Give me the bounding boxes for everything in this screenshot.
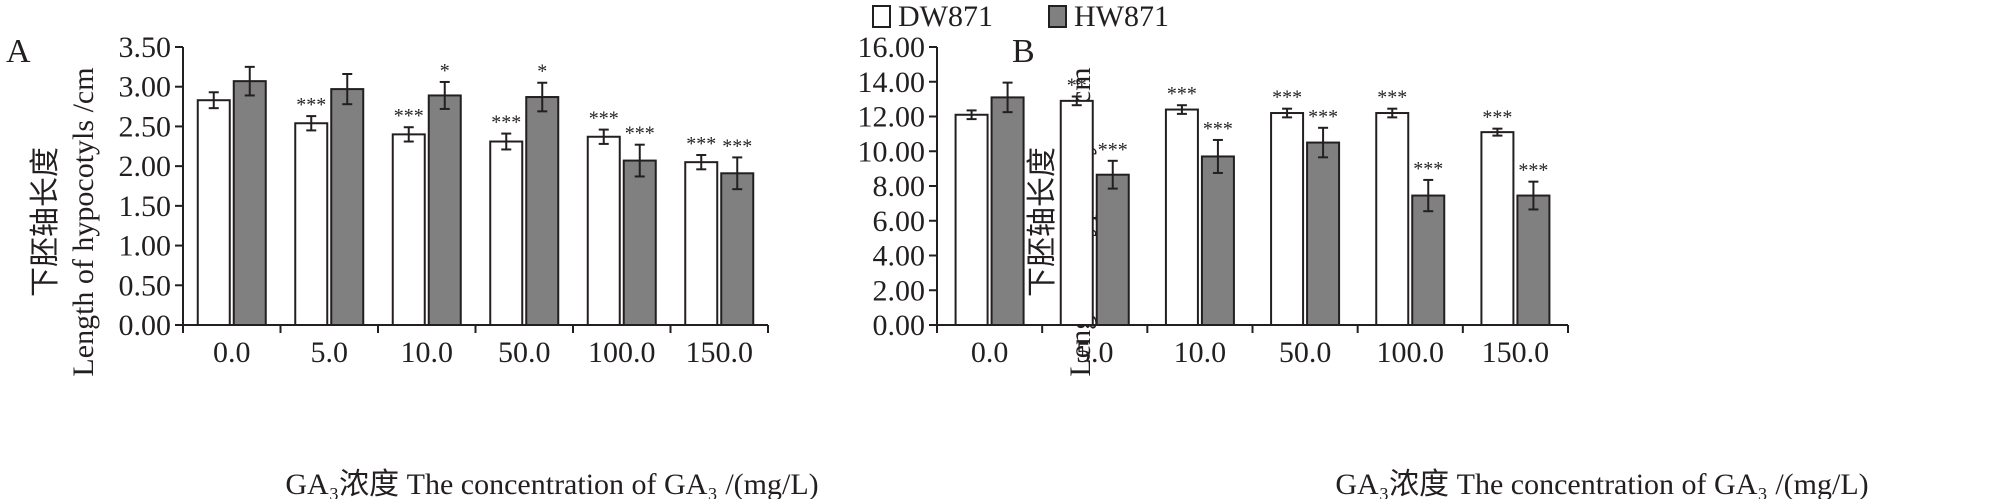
significance-label-a: *** bbox=[394, 105, 424, 127]
x-tick-label-b: 100.0 bbox=[1377, 336, 1445, 369]
x-tick-label-a: 10.0 bbox=[401, 336, 454, 369]
x-axis-title-b: GA₃浓度 The concentration of GA₃ /(mg/L) bbox=[1335, 468, 1868, 499]
bar-hw871-a bbox=[525, 96, 560, 327]
significance-label-a: *** bbox=[491, 112, 521, 134]
x-tick-label-a: 0.0 bbox=[213, 336, 251, 369]
x-tick-label-b: 150.0 bbox=[1482, 336, 1550, 369]
legend-label-hw871: HW871 bbox=[1074, 0, 1169, 33]
significance-label-a: *** bbox=[296, 94, 326, 116]
legend-label-dw871: DW871 bbox=[898, 0, 993, 33]
y-tick-label-b: 6.00 bbox=[873, 205, 926, 238]
y-tick-label-b: 12.00 bbox=[858, 101, 926, 134]
bar-dw871-b bbox=[1270, 112, 1305, 327]
y-tick-label-b: 2.00 bbox=[873, 274, 926, 307]
x-tick-label-a: 5.0 bbox=[311, 336, 349, 369]
significance-label-a: * bbox=[537, 61, 547, 83]
y-tick-label-b: 10.00 bbox=[858, 135, 926, 168]
bar-hw871-a bbox=[232, 80, 267, 327]
y-tick-label-b: 4.00 bbox=[873, 240, 926, 273]
x-tick-label-a: 100.0 bbox=[588, 336, 656, 369]
significance-label-b: *** bbox=[1272, 87, 1302, 109]
significance-label-b: *** bbox=[1377, 87, 1407, 109]
x-tick-label-b: 0.0 bbox=[971, 336, 1009, 369]
bar-dw871-b bbox=[954, 113, 989, 326]
y-axis-title-cn-a: 下胚轴长度 bbox=[29, 147, 62, 297]
bar-hw871-a bbox=[427, 94, 462, 326]
y-tick-label-a: 2.00 bbox=[119, 150, 172, 183]
x-tick-label-b: 50.0 bbox=[1279, 336, 1332, 369]
significance-label-b: *** bbox=[1518, 160, 1548, 182]
significance-label-a: *** bbox=[589, 108, 619, 130]
legend: DW871 HW871 bbox=[872, 0, 1169, 33]
legend-swatch-dw871 bbox=[872, 5, 891, 28]
y-axis-title-a: 下胚轴长度 Length of hypocotyls /cm bbox=[29, 67, 100, 376]
bar-dw871-a bbox=[196, 99, 231, 326]
bar-hw871-b bbox=[990, 96, 1025, 326]
significance-label-b: *** bbox=[1413, 158, 1443, 180]
bar-dw871-b bbox=[1375, 112, 1410, 327]
bar-hw871-a bbox=[720, 172, 755, 326]
y-tick-label-b: 16.00 bbox=[858, 31, 926, 64]
significance-label-b: ** bbox=[1067, 75, 1087, 97]
panel-label-b: B bbox=[1012, 33, 1035, 70]
y-tick-label-a: 1.00 bbox=[119, 230, 172, 263]
y-tick-label-a: 1.50 bbox=[119, 190, 172, 223]
x-axis-title-a: GA₃浓度 The concentration of GA₃ /(mg/L) bbox=[285, 468, 818, 499]
significance-label-a: * bbox=[440, 60, 450, 82]
y-tick-label-a: 0.50 bbox=[119, 269, 172, 302]
y-axis-title-cn-b: 下胚轴长度 bbox=[1026, 147, 1059, 297]
y-tick-label-a: 3.50 bbox=[119, 31, 172, 64]
x-tick-label-a: 150.0 bbox=[686, 336, 754, 369]
bar-dw871-a bbox=[391, 133, 426, 326]
bar-hw871-b bbox=[1095, 173, 1130, 326]
y-tick-label-b: 14.00 bbox=[858, 66, 926, 99]
bar-hw871-b bbox=[1411, 194, 1446, 326]
y-tick-label-a: 2.50 bbox=[119, 110, 172, 143]
bar-hw871-b bbox=[1516, 194, 1551, 326]
significance-label-a: *** bbox=[686, 133, 716, 155]
legend-swatch-hw871 bbox=[1048, 5, 1067, 28]
bar-dw871-a bbox=[684, 161, 719, 326]
bar-dw871-b bbox=[1480, 131, 1515, 326]
bar-hw871-b bbox=[1306, 141, 1341, 326]
x-tick-label-b: 5.0 bbox=[1076, 336, 1114, 369]
panel-a: A 下胚轴长度 Length of hypocotyls /cm 0.00 0.5… bbox=[6, 31, 819, 499]
panel-b: B 下胚轴长度 Length of hypocotyls /cm 0.002.0… bbox=[858, 31, 1869, 499]
bar-dw871-a bbox=[489, 140, 524, 326]
significance-label-b: *** bbox=[1098, 139, 1128, 161]
bar-dw871-a bbox=[586, 135, 621, 326]
y-tick-label-a: 0.00 bbox=[119, 309, 172, 342]
significance-label-b: *** bbox=[1308, 106, 1338, 128]
y-tick-label-b: 8.00 bbox=[873, 170, 926, 203]
significance-label-b: *** bbox=[1482, 107, 1512, 129]
panel-label-a: A bbox=[6, 33, 31, 70]
significance-label-b: *** bbox=[1167, 83, 1197, 105]
y-tick-label-a: 3.00 bbox=[119, 71, 172, 104]
bar-hw871-b bbox=[1200, 155, 1235, 326]
plot-area-b: 0.002.004.006.008.0010.0012.0014.0016.00… bbox=[858, 31, 1569, 369]
y-axis-title-en-a: Length of hypocotyls /cm bbox=[67, 67, 100, 376]
bar-dw871-a bbox=[294, 122, 329, 326]
x-tick-label-b: 10.0 bbox=[1174, 336, 1227, 369]
bar-dw871-b bbox=[1059, 99, 1094, 326]
plot-area-a: 0.00 0.50 1.00 1.50 2.00 2.50 3.00 3.50 0.0 *** 5.… bbox=[119, 31, 769, 369]
significance-label-a: *** bbox=[625, 123, 655, 145]
x-tick-label-a: 50.0 bbox=[498, 336, 551, 369]
bar-hw871-a bbox=[622, 159, 657, 326]
significance-label-b: *** bbox=[1203, 118, 1233, 140]
significance-label-a: *** bbox=[722, 135, 752, 157]
y-tick-label-b: 0.00 bbox=[873, 309, 926, 342]
bar-dw871-b bbox=[1164, 108, 1199, 326]
bar-hw871-a bbox=[330, 88, 365, 327]
